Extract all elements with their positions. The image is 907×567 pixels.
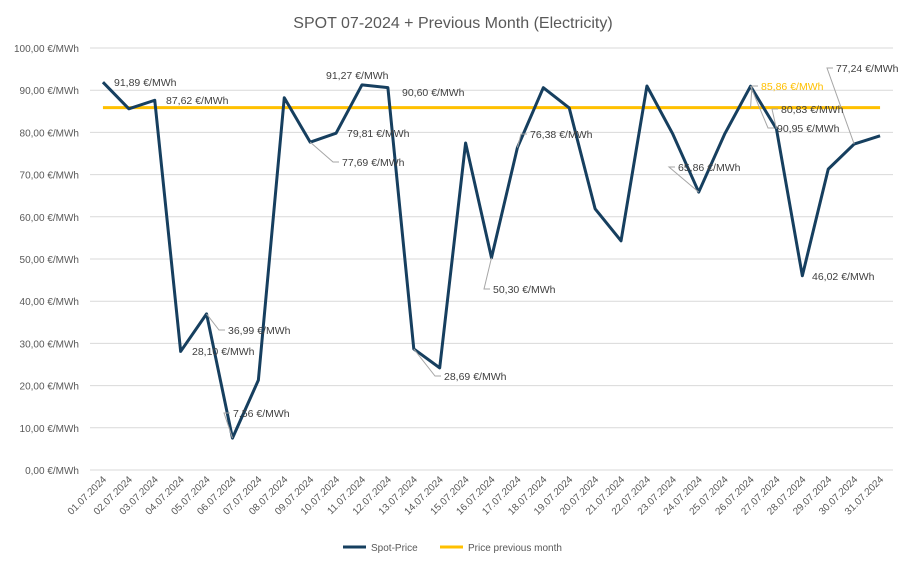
legend-label-spot-price: Spot-Price	[371, 543, 418, 554]
leader-line	[223, 412, 233, 439]
y-tick-label: 100,00 €/MWh	[14, 44, 79, 55]
data-label: 91,89 €/MWh	[114, 77, 177, 89]
leader-line	[750, 85, 774, 129]
data-label: 90,95 €/MWh	[777, 123, 840, 135]
data-label: 46,02 €/MWh	[812, 271, 875, 283]
leader-line	[413, 348, 441, 377]
legend-label-previous-month: Price previous month	[468, 543, 562, 554]
leader-line	[516, 133, 527, 148]
data-label: 91,27 €/MWh	[326, 70, 389, 82]
leader-line	[309, 141, 339, 163]
y-tick-label: 0,00 €/MWh	[25, 466, 79, 477]
y-tick-label: 40,00 €/MWh	[20, 297, 79, 308]
y-tick-label: 70,00 €/MWh	[20, 171, 79, 182]
y-tick-label: 50,00 €/MWh	[20, 255, 79, 266]
y-axis: 0,00 €/MWh 10,00 €/MWh 20,00 €/MWh 30,00 €/…	[14, 44, 79, 477]
data-label: 77,24 €/MWh	[836, 63, 899, 75]
leader-line	[826, 67, 855, 145]
leader-line	[771, 108, 778, 130]
leader-line	[483, 257, 492, 290]
y-tick-label: 20,00 €/MWh	[20, 382, 79, 393]
leader-line	[206, 313, 225, 331]
leader-line	[667, 166, 700, 193]
y-tick-label: 30,00 €/MWh	[20, 339, 79, 350]
y-tick-label: 10,00 €/MWh	[20, 424, 79, 435]
label-leader-lines	[206, 67, 855, 439]
series-line-spot-price	[101, 81, 881, 440]
leader-line	[750, 85, 758, 108]
data-label: 77,69 €/MWh	[342, 157, 405, 169]
data-label: 85,86 €/MWh	[761, 81, 824, 93]
data-label: 7,56 €/MWh	[233, 408, 290, 420]
data-label: 90,60 €/MWh	[402, 87, 465, 99]
data-label: 28,10 €/MWh	[192, 346, 255, 358]
data-label: 65,86 €/MWh	[678, 162, 741, 174]
data-labels: 91,89 €/MWh 87,62 €/MWh 28,10 €/MWh 36,99 €…	[114, 63, 899, 420]
data-label: 28,69 €/MWh	[444, 371, 507, 383]
data-label: 87,62 €/MWh	[166, 95, 229, 107]
data-label: 50,30 €/MWh	[493, 284, 556, 296]
x-axis: 01.07.202402.07.202403.07.202404.07.2024…	[66, 474, 887, 517]
data-label: 76,38 €/MWh	[530, 129, 593, 141]
y-tick-label: 80,00 €/MWh	[20, 128, 79, 139]
y-tick-label: 60,00 €/MWh	[20, 213, 79, 224]
data-label: 36,99 €/MWh	[228, 325, 291, 337]
y-tick-label: 90,00 €/MWh	[20, 86, 79, 97]
data-label: 80,83 €/MWh	[781, 104, 844, 116]
chart-title: SPOT 07-2024 + Previous Month (Electrici…	[293, 15, 612, 32]
data-label: 79,81 €/MWh	[347, 128, 410, 140]
legend: Spot-Price Price previous month	[343, 543, 562, 554]
series-lines	[101, 81, 881, 440]
